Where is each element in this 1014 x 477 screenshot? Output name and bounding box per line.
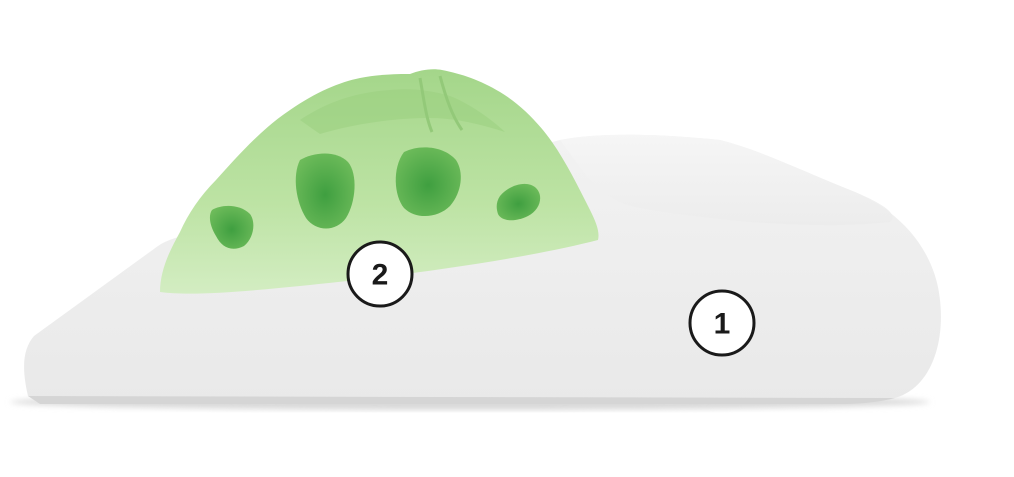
layer-2-marker: [346, 240, 414, 308]
layer-2-number: 2: [372, 259, 389, 292]
base-foam-bottom-edge: [28, 396, 895, 404]
layer-1-callout: 1: [688, 289, 756, 357]
green-foam-ridge-shading: [300, 89, 505, 134]
layer-1-marker: [688, 289, 756, 357]
vent-hole: [295, 153, 355, 229]
layer-1-number: 1: [714, 308, 731, 341]
vent-hole: [209, 205, 254, 249]
green-foam-layer: [160, 69, 599, 294]
green-foam-groove: [438, 75, 464, 131]
vent-hole: [395, 147, 461, 217]
base-foam-top-face: [560, 134, 893, 226]
layer-2-callout: 2: [346, 240, 414, 308]
vent-hole: [496, 183, 541, 221]
green-foam-groove: [418, 77, 434, 133]
